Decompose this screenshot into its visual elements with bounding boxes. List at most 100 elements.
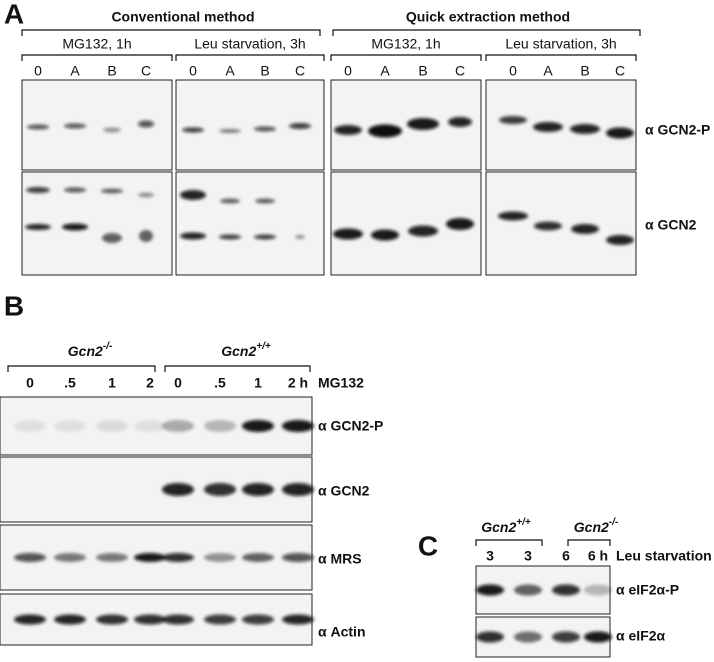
bands bbox=[14, 420, 314, 432]
band bbox=[219, 129, 241, 133]
genotype: -/- bbox=[103, 341, 113, 352]
band bbox=[242, 420, 274, 432]
lane-label: A bbox=[225, 63, 235, 79]
row-label: α GCN2 bbox=[645, 217, 697, 233]
lane-label: B bbox=[580, 63, 589, 79]
bands bbox=[25, 187, 154, 243]
lane-label: C bbox=[141, 63, 151, 79]
lane-label: 0 bbox=[26, 375, 34, 391]
lane-label: B bbox=[418, 63, 427, 79]
band bbox=[180, 190, 206, 200]
bands bbox=[499, 116, 634, 139]
lane-label: 6 h bbox=[588, 548, 608, 564]
band bbox=[498, 211, 528, 221]
gene-name: Gcn2 bbox=[574, 519, 609, 535]
band bbox=[14, 553, 46, 562]
treatment-label: Leu starvation bbox=[616, 548, 712, 564]
lane-label: 2 bbox=[146, 375, 154, 391]
band bbox=[54, 553, 86, 562]
lane-label: A bbox=[70, 63, 80, 79]
band bbox=[371, 229, 399, 241]
band bbox=[476, 631, 504, 643]
blot bbox=[175, 171, 325, 276]
gene-name: Gcn2 bbox=[481, 519, 516, 535]
band bbox=[220, 198, 240, 204]
bracket bbox=[330, 54, 482, 61]
band bbox=[138, 120, 154, 128]
band bbox=[27, 124, 49, 130]
genotype-label: Gcn2-/- bbox=[68, 341, 113, 359]
band bbox=[514, 584, 542, 596]
bands bbox=[27, 120, 154, 133]
band bbox=[204, 483, 236, 496]
band bbox=[584, 584, 612, 596]
bracket bbox=[332, 29, 641, 36]
gene-name: Gcn2 bbox=[221, 343, 256, 359]
lane-label: 0 bbox=[174, 375, 182, 391]
genotype: +/+ bbox=[256, 341, 271, 352]
method-label: Quick extraction method bbox=[406, 9, 570, 25]
band bbox=[282, 420, 314, 432]
lane-label: B bbox=[107, 63, 116, 79]
row-label: α MRS bbox=[318, 551, 362, 567]
band bbox=[295, 235, 305, 239]
band bbox=[54, 614, 86, 625]
bands bbox=[333, 218, 474, 241]
condition-label: Leu starvation, 3h bbox=[505, 36, 616, 52]
bands bbox=[476, 584, 612, 596]
bands bbox=[476, 631, 612, 643]
band bbox=[552, 631, 580, 643]
band bbox=[476, 584, 504, 596]
band bbox=[54, 420, 86, 432]
band bbox=[606, 127, 634, 139]
band bbox=[14, 420, 46, 432]
lane-label: B bbox=[260, 63, 269, 79]
lane-label: A bbox=[380, 63, 390, 79]
bands bbox=[182, 123, 311, 133]
lane-label: 0 bbox=[344, 63, 352, 79]
band bbox=[282, 614, 314, 625]
condition-label: Leu starvation, 3h bbox=[194, 36, 305, 52]
band bbox=[96, 553, 128, 562]
band bbox=[134, 614, 166, 625]
bands bbox=[162, 483, 314, 496]
band bbox=[282, 483, 314, 496]
band bbox=[96, 420, 128, 432]
genotype-label: Gcn2+/+ bbox=[481, 517, 531, 535]
band bbox=[368, 124, 402, 138]
bracket bbox=[567, 539, 611, 546]
row-label: α GCN2-P bbox=[318, 418, 383, 434]
genotype-label: Gcn2+/+ bbox=[221, 341, 271, 359]
band bbox=[514, 631, 542, 643]
band bbox=[570, 124, 600, 134]
band bbox=[448, 117, 472, 127]
genotype: -/- bbox=[609, 517, 619, 528]
treatment-label: MG132 bbox=[318, 375, 364, 391]
row-label: α eIF2α bbox=[616, 628, 666, 644]
lane-label: 0 bbox=[509, 63, 517, 79]
lane-label: C bbox=[615, 63, 625, 79]
blot bbox=[485, 171, 637, 276]
band bbox=[103, 127, 121, 133]
lane-label: 0 bbox=[34, 63, 42, 79]
row-label: α GCN2-P bbox=[645, 122, 710, 138]
bracket bbox=[475, 539, 543, 546]
band bbox=[64, 187, 86, 193]
lane-label: 1 bbox=[108, 375, 116, 391]
band bbox=[242, 483, 274, 496]
lane-label: 1 bbox=[254, 375, 262, 391]
lane-label: A bbox=[543, 63, 553, 79]
lane-label: 0 bbox=[189, 63, 197, 79]
band bbox=[446, 218, 474, 230]
band bbox=[254, 234, 276, 240]
method-label: Conventional method bbox=[111, 9, 254, 25]
band bbox=[62, 223, 88, 231]
lane-label: 3 bbox=[486, 548, 494, 564]
band bbox=[242, 553, 274, 562]
row-label: α GCN2 bbox=[318, 483, 370, 499]
band bbox=[26, 187, 50, 193]
band bbox=[138, 192, 154, 198]
band bbox=[552, 584, 580, 596]
bracket bbox=[485, 54, 637, 61]
band bbox=[25, 224, 51, 230]
